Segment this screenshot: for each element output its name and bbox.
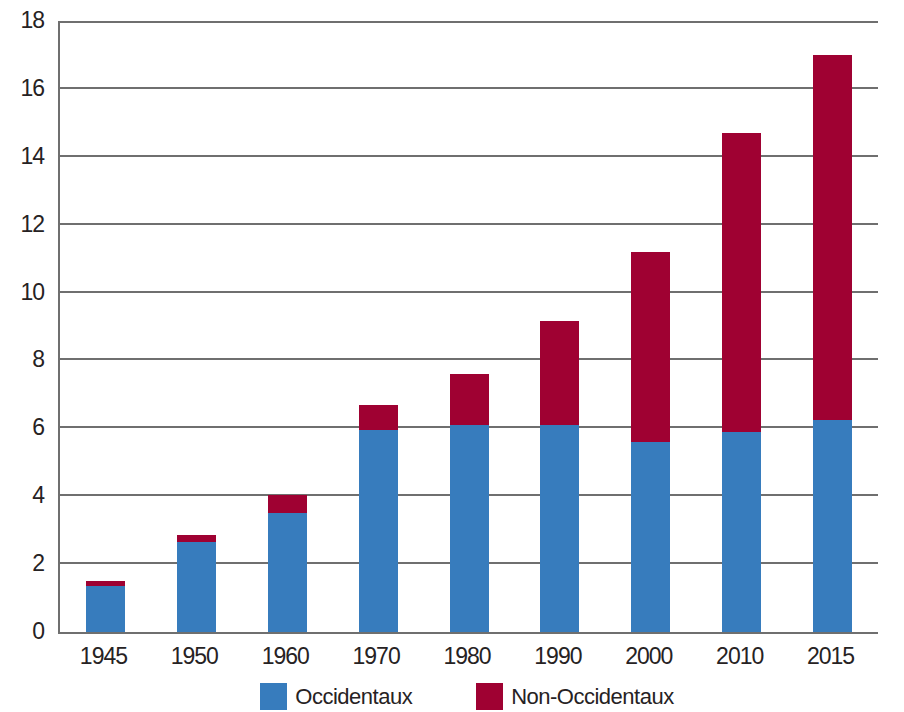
legend: Occidentaux Non-Occidentaux [58, 683, 876, 710]
bar-segment-non-occidentaux-2015 [813, 55, 852, 420]
bar-segment-non-occidentaux-1950 [177, 535, 216, 542]
stacked-bar-1990 [540, 321, 579, 632]
bar-segment-occidentaux-1950 [177, 542, 216, 632]
bar-segment-occidentaux-1980 [450, 425, 489, 632]
x-tick-label-1945: 1945 [58, 643, 149, 670]
x-tick-label-1980: 1980 [422, 643, 513, 670]
y-tick-label-18: 18 [0, 8, 44, 32]
bar-segment-non-occidentaux-1980 [450, 374, 489, 425]
legend-swatch-non-occidentaux [476, 683, 503, 710]
y-tick-label-12: 12 [0, 212, 44, 236]
bar-slot-1960 [242, 21, 333, 632]
y-tick-label-4: 4 [0, 483, 44, 507]
stacked-bar-2010 [722, 133, 761, 632]
x-tick-label-1960: 1960 [240, 643, 331, 670]
x-tick-label-1970: 1970 [331, 643, 422, 670]
y-tick-label-10: 10 [0, 280, 44, 304]
bar-segment-non-occidentaux-1990 [540, 321, 579, 425]
bar-slot-1945 [60, 21, 151, 632]
bar-slot-2015 [787, 21, 878, 632]
bar-segment-non-occidentaux-2000 [631, 252, 670, 442]
x-tick-label-1990: 1990 [512, 643, 603, 670]
legend-swatch-occidentaux [260, 683, 287, 710]
legend-item-occidentaux: Occidentaux [260, 683, 412, 710]
bar-slot-2010 [696, 21, 787, 632]
y-tick-label-2: 2 [0, 551, 44, 575]
legend-label-non-occidentaux: Non-Occidentaux [511, 684, 673, 710]
bar-slot-1950 [151, 21, 242, 632]
plot-area [58, 21, 878, 634]
bar-segment-occidentaux-1970 [359, 430, 398, 632]
y-tick-label-16: 16 [0, 76, 44, 100]
bar-slot-1970 [333, 21, 424, 632]
stacked-bar-1960 [268, 495, 307, 632]
stacked-bar-1950 [177, 535, 216, 632]
bar-slot-2000 [605, 21, 696, 632]
bar-slot-1990 [514, 21, 605, 632]
y-axis-labels: 0 2 4 6 8 10 12 14 16 18 [0, 0, 44, 712]
y-tick-label-14: 14 [0, 144, 44, 168]
y-tick-label-6: 6 [0, 415, 44, 439]
x-tick-label-2010: 2010 [694, 643, 785, 670]
bar-segment-occidentaux-2000 [631, 442, 670, 632]
legend-item-non-occidentaux: Non-Occidentaux [476, 683, 673, 710]
stacked-bar-1970 [359, 405, 398, 632]
y-tick-label-8: 8 [0, 347, 44, 371]
bar-segment-occidentaux-1990 [540, 425, 579, 632]
stacked-bar-1945 [86, 581, 125, 632]
stacked-bar-2000 [631, 252, 670, 632]
bars-layer [60, 21, 878, 632]
bar-segment-occidentaux-2010 [722, 432, 761, 632]
x-axis-labels: 194519501960197019801990200020102015 [58, 643, 876, 670]
stacked-bar-1980 [450, 374, 489, 632]
bar-segment-non-occidentaux-1970 [359, 405, 398, 430]
x-tick-label-2015: 2015 [785, 643, 876, 670]
bar-segment-occidentaux-2015 [813, 420, 852, 632]
x-tick-label-2000: 2000 [603, 643, 694, 670]
bar-slot-1980 [424, 21, 515, 632]
y-tick-label-0: 0 [0, 619, 44, 643]
bar-segment-non-occidentaux-2010 [722, 133, 761, 432]
bar-segment-non-occidentaux-1960 [268, 495, 307, 514]
stacked-bar-chart: 0 2 4 6 8 10 12 14 16 18 194519501960197019801990… [0, 0, 904, 712]
bar-segment-occidentaux-1960 [268, 513, 307, 632]
x-tick-label-1950: 1950 [149, 643, 240, 670]
bar-segment-occidentaux-1945 [86, 586, 125, 632]
stacked-bar-2015 [813, 55, 852, 632]
legend-label-occidentaux: Occidentaux [295, 684, 412, 710]
